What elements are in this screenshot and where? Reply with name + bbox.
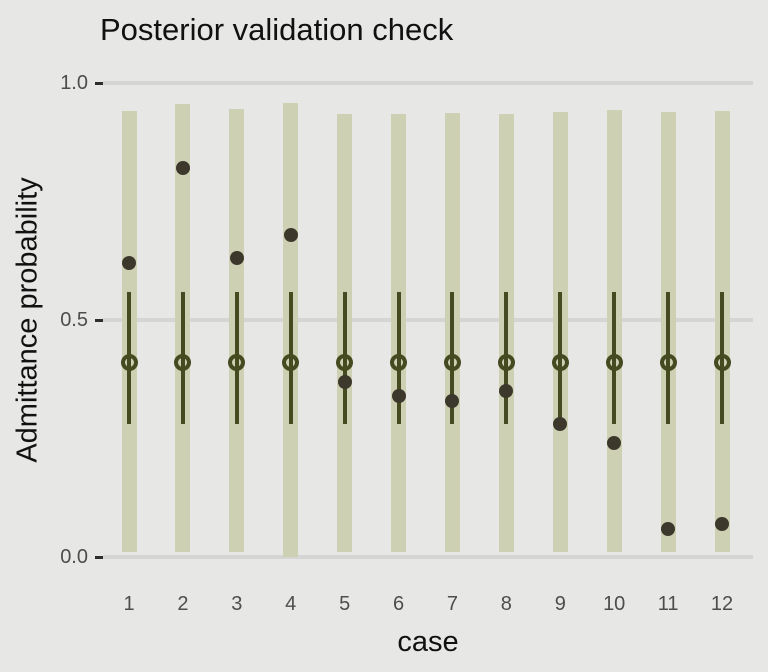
- y-axis-title: Admittance probability: [11, 177, 44, 463]
- posterior-median-point: [390, 354, 408, 372]
- x-tick-label: 5: [339, 593, 351, 615]
- x-tick-label: 12: [710, 593, 734, 615]
- observed-point: [391, 388, 406, 403]
- observed-point: [445, 393, 460, 408]
- y-axis-tick: [95, 318, 103, 322]
- observed-point: [337, 374, 352, 389]
- observed-point: [122, 256, 136, 271]
- observed-point: [607, 436, 622, 451]
- posterior-median-point: [120, 354, 138, 372]
- posterior-median-point: [497, 354, 515, 372]
- y-tick-label: 1.0: [60, 72, 88, 94]
- gridline: [103, 318, 753, 322]
- gridline: [103, 81, 753, 85]
- observed-point: [283, 227, 298, 242]
- posterior-median-point: [282, 354, 300, 372]
- posterior-median-point: [174, 354, 192, 372]
- posterior-median-point: [336, 354, 354, 372]
- y-tick-label: 0.5: [60, 309, 88, 331]
- x-tick-label: 7: [446, 593, 459, 615]
- posterior-median-point: [659, 354, 677, 372]
- x-tick-label: 10: [603, 593, 626, 615]
- posterior-median-point: [228, 354, 246, 372]
- posterior-median-point: [551, 354, 569, 372]
- gridline: [103, 555, 753, 559]
- observed-point: [175, 161, 190, 176]
- posterior-median-point: [443, 354, 461, 372]
- x-tick-label: 3: [231, 593, 243, 615]
- observed-point: [229, 251, 244, 266]
- posterior-median-point: [605, 354, 623, 372]
- observed-point: [715, 516, 729, 531]
- y-axis-tick: [95, 81, 103, 85]
- chart-title: Posterior validation check: [100, 12, 454, 47]
- observed-point: [553, 417, 568, 432]
- x-axis-title: case: [397, 626, 459, 658]
- observed-point: [499, 384, 514, 399]
- x-tick-label: 9: [554, 593, 566, 615]
- y-tick-label: 0.0: [60, 546, 88, 568]
- y-axis-tick: [95, 555, 103, 559]
- posterior-median-point: [713, 354, 731, 372]
- x-tick-label: 1: [123, 593, 135, 615]
- x-tick-label: 6: [392, 593, 405, 615]
- x-tick-label: 8: [500, 593, 512, 615]
- observed-point: [661, 521, 676, 536]
- x-tick-label: 11: [657, 593, 679, 615]
- x-tick-label: 4: [285, 593, 297, 615]
- x-tick-label: 2: [177, 593, 189, 615]
